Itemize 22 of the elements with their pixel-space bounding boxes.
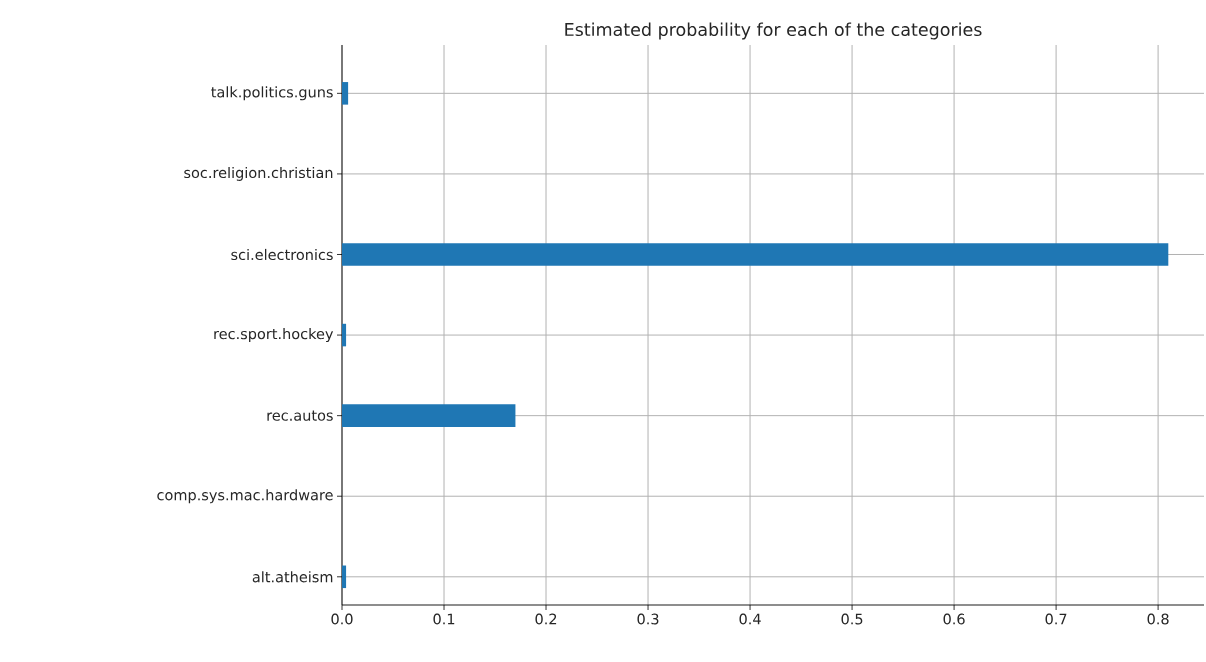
- bar: [342, 82, 349, 105]
- y-tick-label: talk.politics.guns: [211, 86, 333, 101]
- x-tick-label: 0.8: [1147, 613, 1169, 625]
- y-tick-label: soc.religion.christian: [184, 166, 333, 181]
- x-tick-label: 0.3: [637, 613, 659, 625]
- y-tick-label: sci.electronics: [231, 248, 333, 261]
- x-tick-label: 0.7: [1045, 613, 1067, 625]
- y-tick-label: comp.sys.mac.hardware: [157, 489, 333, 504]
- bar: [342, 243, 1169, 266]
- bar: [342, 404, 516, 427]
- x-tick-label: 0.5: [841, 613, 863, 625]
- y-tick-label: rec.sport.hockey: [214, 328, 334, 343]
- chart-title: Estimated probability for each of the categories: [565, 22, 982, 40]
- y-tick-label: alt.atheism: [252, 571, 333, 583]
- bar: [342, 323, 347, 347]
- x-tick-label: 0.6: [943, 613, 965, 625]
- x-tick-label: 0.4: [739, 613, 761, 625]
- x-tick-label: 0.2: [535, 613, 557, 625]
- x-tick-label: 0.1: [433, 613, 455, 625]
- y-tick-label: rec.autos: [267, 410, 333, 421]
- bar: [342, 565, 347, 589]
- x-tick-label: 0.0: [331, 613, 353, 625]
